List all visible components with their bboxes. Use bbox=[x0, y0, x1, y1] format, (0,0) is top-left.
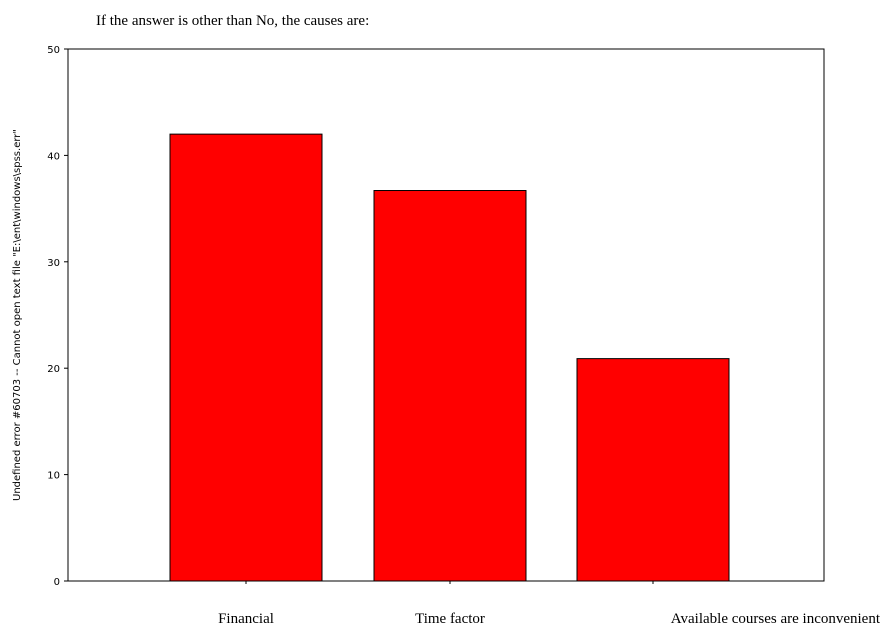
chart-title: If the answer is other than No, the caus… bbox=[96, 13, 369, 29]
y-tick-label: 50 bbox=[47, 45, 60, 56]
y-axis-label: Undefined error #60703 -- Cannot open te… bbox=[12, 129, 23, 501]
bar-1 bbox=[373, 190, 527, 582]
y-tick-label: 20 bbox=[47, 364, 60, 375]
y-tick-label: 40 bbox=[47, 151, 60, 162]
y-tick-label: 10 bbox=[47, 471, 60, 482]
x-tick-label: Available courses are inconvenient bbox=[671, 611, 881, 627]
x-tick-label: Time factor bbox=[415, 611, 485, 627]
y-axis: 0 10 20 30 40 50 bbox=[47, 45, 68, 588]
bars bbox=[169, 133, 730, 582]
bar-2 bbox=[576, 358, 730, 582]
x-axis-labels: Financial Time factor Available courses ar… bbox=[218, 581, 881, 627]
bar-0 bbox=[169, 133, 323, 582]
y-tick-label: 0 bbox=[54, 577, 60, 588]
x-tick-label: Financial bbox=[218, 611, 274, 627]
y-tick-label: 30 bbox=[47, 258, 60, 269]
